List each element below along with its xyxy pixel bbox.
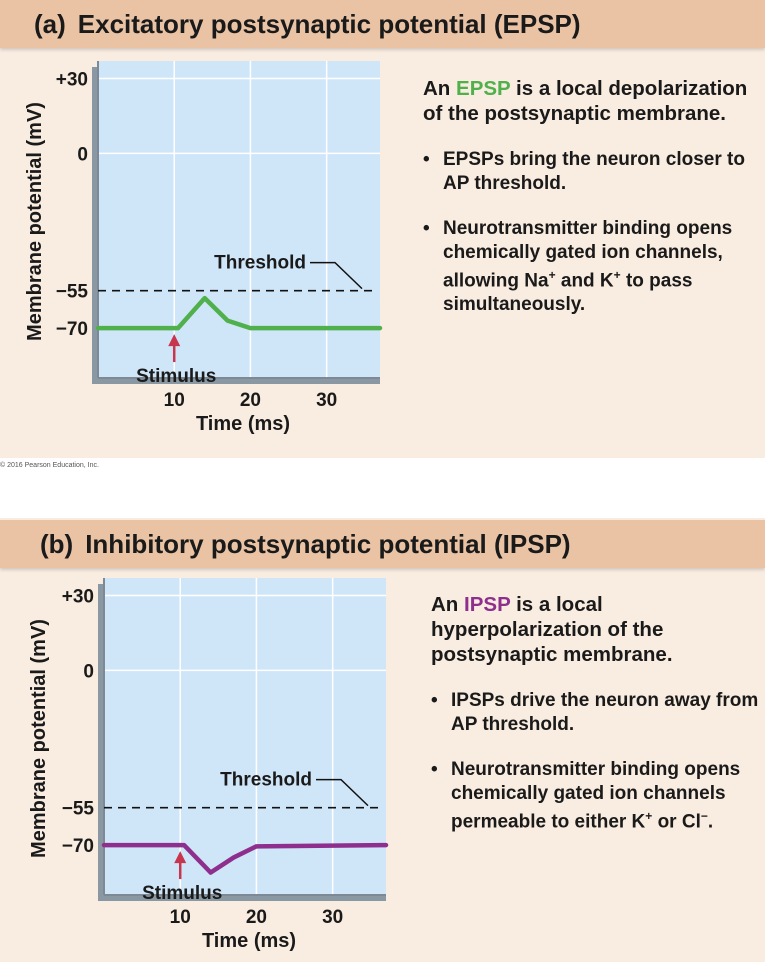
y-tick-label: +30 (62, 586, 94, 607)
stimulus-label: Stimulus (136, 366, 216, 387)
x-axis-label: Time (ms) (202, 930, 296, 952)
ipsp-description: An IPSP is a local hyperpolarization of … (431, 592, 761, 856)
epsp-line (95, 295, 383, 331)
epsp-term: EPSP (456, 77, 511, 100)
lead-text: An IPSP is a local hyperpolarization of … (431, 593, 673, 666)
y-tick-label: +30 (56, 69, 88, 90)
x-tick-label: 20 (240, 390, 261, 411)
ipsp-chart: Threshold Stimulus +30 0 −55 −70 10 20 30 Time (m… (28, 578, 389, 952)
bullet-item: Neurotransmitter binding opens chemicall… (431, 758, 761, 834)
x-tick-label: 10 (170, 907, 191, 928)
bullet-list: IPSPs drive the neuron away from AP thre… (431, 689, 761, 834)
y-tick-label: 0 (83, 661, 94, 682)
y-tick-label: −55 (56, 282, 89, 303)
lead-text: An EPSP is a local depolarization of the… (423, 77, 748, 125)
y-axis-label: Membrane potential (mV) (28, 619, 50, 858)
threshold-leader (316, 778, 369, 807)
x-tick-label: 30 (316, 390, 337, 411)
x-tick-label: 20 (246, 907, 267, 928)
bullet-item: IPSPs drive the neuron away from AP thre… (431, 689, 761, 736)
ipsp-term: IPSP (464, 593, 511, 616)
panel-title: Excitatory postsynaptic potential (EPSP) (77, 9, 581, 39)
bullet-list: EPSPs bring the neuron closer to AP thre… (423, 148, 753, 316)
y-tick-label: −70 (62, 836, 94, 857)
copyright-notice: © 2016 Pearson Education, Inc. (0, 462, 99, 469)
plot-area (98, 61, 380, 378)
bullet-item: Neurotransmitter binding opens chemicall… (423, 217, 753, 316)
stimulus-arrowhead (168, 334, 181, 347)
x-axis-label: Time (ms) (196, 413, 290, 435)
x-tick-label: 30 (322, 907, 343, 928)
threshold-leader (310, 261, 363, 290)
epsp-title-banner: (a) Excitatory postsynaptic potential (EP… (0, 0, 765, 48)
plot-area (104, 578, 386, 895)
y-tick-label: −55 (62, 799, 95, 820)
epsp-panel: (a) Excitatory postsynaptic potential (EP… (0, 0, 765, 458)
y-tick-label: −70 (56, 319, 88, 340)
ipsp-line (101, 842, 389, 875)
y-tick-label: 0 (77, 144, 88, 165)
panel-title: Inhibitory postsynaptic potential (IPSP) (85, 529, 571, 559)
x-tick-label: 10 (164, 390, 185, 411)
ipsp-panel: (b) Inhibitory postsynaptic potential (IP… (0, 518, 765, 962)
stimulus-label: Stimulus (142, 883, 222, 904)
threshold-label: Threshold (220, 770, 312, 791)
epsp-chart: Threshold Stimulus +30 0 −55 −70 10 20 30 Time (m… (24, 61, 383, 435)
panel-letter: (a) (34, 9, 66, 39)
stimulus-arrowhead (174, 851, 187, 864)
y-axis-label: Membrane potential (mV) (24, 102, 46, 341)
threshold-label: Threshold (214, 253, 306, 274)
ipsp-title-banner: (b) Inhibitory postsynaptic potential (IP… (0, 520, 765, 568)
panel-letter: (b) (40, 529, 74, 559)
bullet-item: EPSPs bring the neuron closer to AP thre… (423, 148, 753, 195)
epsp-description: An EPSP is a local depolarization of the… (423, 76, 753, 338)
